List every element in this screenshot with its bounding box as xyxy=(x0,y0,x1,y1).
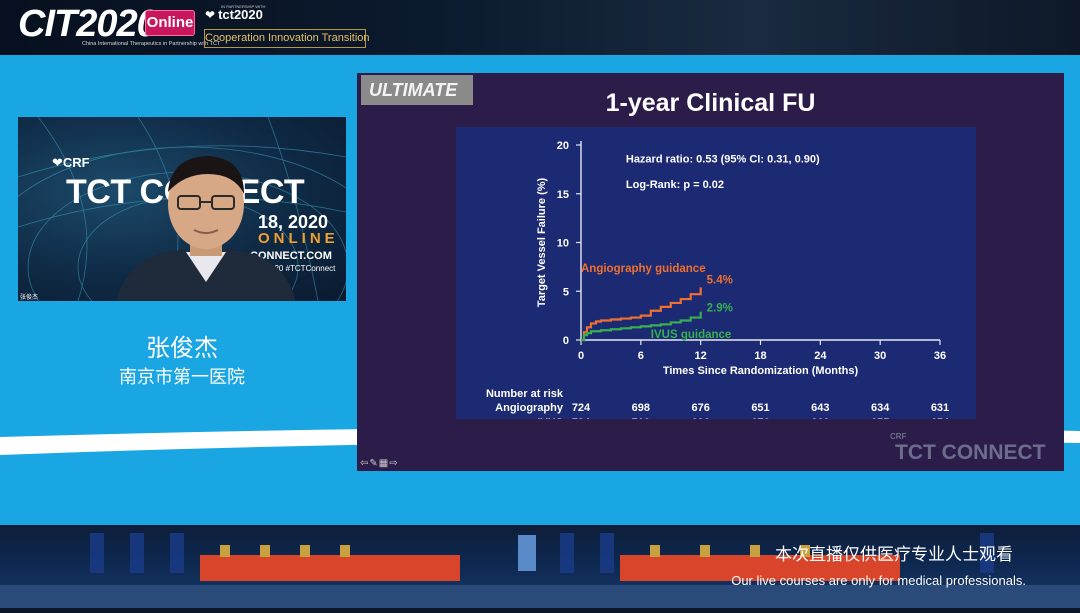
y-tick-label: 0 xyxy=(563,335,569,347)
speaker-video: ❤CRF TCT CONNECT 18, 2020 ONLINE CONNECT… xyxy=(18,117,346,301)
series-end-label-0: 5.4% xyxy=(707,274,733,286)
top-banner: CIT2020 China International Therapeutics… xyxy=(0,0,1080,55)
video-online: ONLINE xyxy=(258,230,339,247)
video-crf-logo: ❤CRF xyxy=(52,155,90,171)
logrank-annotation: Log-Rank: p = 0.02 xyxy=(626,179,724,191)
x-tick-label: 18 xyxy=(754,350,766,362)
x-axis-label: Times Since Randomization (Months) xyxy=(663,365,859,377)
prev-arrow-icon[interactable]: ⇦ xyxy=(360,458,370,469)
risk-value: 654 xyxy=(931,417,950,419)
risk-row-label: IVUS xyxy=(537,417,563,419)
slide-title: 1-year Clinical FU xyxy=(605,89,816,117)
risk-value: 655 xyxy=(871,417,889,419)
series-label-1: IVUS guidance xyxy=(651,329,732,341)
video-date: 18, 2020 xyxy=(258,212,329,232)
subtitle-cn: 本次直播仅供医疗专业人士观看 xyxy=(775,545,1013,565)
video-caption: 张俊杰 xyxy=(20,295,39,301)
tct-logo: IN PARTNERSHIP WITH ❤ tct2020 xyxy=(205,4,266,22)
km-curve-0 xyxy=(581,287,702,342)
cit-logo: CIT2020 xyxy=(18,3,158,45)
speaker-org: 南京市第一医院 xyxy=(119,367,245,388)
x-tick-label: 36 xyxy=(934,350,946,362)
risk-value: 660 xyxy=(811,417,829,419)
crf-heart-icon: ❤ xyxy=(52,155,63,170)
risk-table-title: Number at risk xyxy=(486,388,564,400)
x-tick-label: 0 xyxy=(578,350,584,362)
risk-value: 676 xyxy=(751,417,769,419)
series-label-0: Angiography guidance xyxy=(581,263,706,275)
risk-value: 631 xyxy=(931,402,949,414)
speaker-name: 张俊杰 xyxy=(146,334,218,362)
speaker-person xyxy=(116,156,296,301)
km-chart: 0 5 10 15 20 0 6 12 18 24 30 36 Times Since Randomiz… xyxy=(486,140,950,429)
video-url: CONNECT.COM xyxy=(250,250,332,262)
presentation-slide: ULTIMATE 1-year Clinical FU 0 5 10 15 20 0 6 12… xyxy=(357,73,1064,471)
watermark-tct: TCT CONNECT xyxy=(895,441,1046,464)
crf-heart-icon: ❤ xyxy=(205,8,216,22)
x-tick-label: 6 xyxy=(638,350,644,362)
next-arrow-icon[interactable]: ⇨ xyxy=(389,458,399,469)
risk-value: 724 xyxy=(572,417,591,419)
risk-value: 643 xyxy=(811,402,829,414)
menu-icon[interactable]: ▦ xyxy=(378,458,390,469)
stage-scene xyxy=(0,533,1080,608)
y-axis-label: Target Vessel Failure (%) xyxy=(536,177,548,307)
subtitle-en: Our live courses are only for medical pr… xyxy=(731,573,1026,588)
risk-value: 634 xyxy=(871,402,890,414)
risk-value: 696 xyxy=(691,417,709,419)
cit-subtitle: China International Therapeutics in Part… xyxy=(82,41,221,47)
watermark-crf: CRF xyxy=(890,432,907,441)
x-tick-label: 30 xyxy=(874,350,886,362)
bottom-stage xyxy=(0,525,1080,608)
partner-note: IN PARTNERSHIP WITH xyxy=(221,4,266,9)
pen-icon[interactable]: ✎ xyxy=(369,458,379,469)
series-end-label-1: 2.9% xyxy=(707,303,733,315)
risk-row-label: Angiography xyxy=(495,402,564,414)
risk-value: 676 xyxy=(691,402,709,414)
x-tick-label: 24 xyxy=(814,350,827,362)
video-crf-text: CRF xyxy=(62,155,90,170)
risk-value: 698 xyxy=(632,402,650,414)
online-badge: Online xyxy=(145,10,195,36)
risk-value: 724 xyxy=(572,402,591,414)
video-hashtag: TCT2020 #TCTConnect xyxy=(250,264,336,273)
trial-tag: ULTIMATE xyxy=(361,75,473,105)
y-tick-label: 10 xyxy=(557,238,569,250)
km-curve-1 xyxy=(581,311,702,342)
hazard-ratio-annotation: Hazard ratio: 0.53 (95% CI: 0.31, 0.90) xyxy=(626,154,820,166)
y-tick-label: 5 xyxy=(563,286,569,298)
chart-panel: 0 5 10 15 20 0 6 12 18 24 30 36 Times Since Randomiz… xyxy=(456,127,976,429)
y-tick-label: 20 xyxy=(557,140,569,152)
tagline: Cooperation Innovation Transition xyxy=(204,29,370,48)
x-tick-label: 12 xyxy=(695,350,707,362)
partner-name: tct2020 xyxy=(218,7,263,22)
slide-controls[interactable]: ⇦✎▦⇨ xyxy=(360,458,399,469)
risk-value: 651 xyxy=(751,402,769,414)
risk-value: 710 xyxy=(632,417,650,419)
y-tick-label: 15 xyxy=(557,189,569,201)
